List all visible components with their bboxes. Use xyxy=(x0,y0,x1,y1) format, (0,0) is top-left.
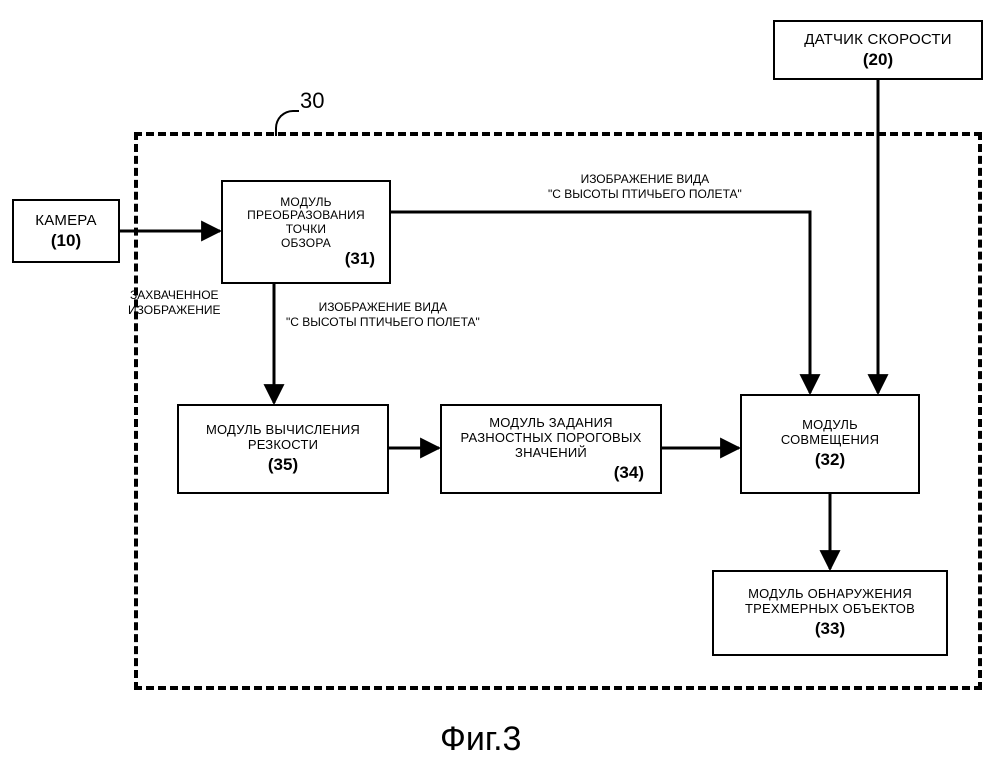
edge-label-captured-image: ЗАХВАЧЕННОЕИЗОБРАЖЕНИЕ xyxy=(128,288,221,318)
box-3d-object-detect: МОДУЛЬ ОБНАРУЖЕНИЯТРЕХМЕРНЫХ ОБЪЕКТОВ(33… xyxy=(712,570,948,656)
box-alignment-label: МОДУЛЬСОВМЕЩЕНИЯ xyxy=(781,418,879,448)
box-threshold-num: (34) xyxy=(614,463,644,483)
box-speed-label: ДАТЧИК СКОРОСТИ xyxy=(804,31,952,48)
diagram-canvas: 30 КАМЕРА (10) ДАТЧИК СКОРОСТИ (20) МОДУЛЬ… xyxy=(0,0,999,773)
container-ref-label: 30 xyxy=(300,88,324,114)
box-viewpoint-num: (31) xyxy=(345,249,375,269)
box-speed-sensor: ДАТЧИК СКОРОСТИ (20) xyxy=(773,20,983,80)
box-sharpness-calc: МОДУЛЬ ВЫЧИСЛЕНИЯРЕЗКОСТИ(35) xyxy=(177,404,389,494)
box-camera: КАМЕРА (10) xyxy=(12,199,120,263)
box-sharpness-label: МОДУЛЬ ВЫЧИСЛЕНИЯРЕЗКОСТИ xyxy=(206,423,360,453)
figure-caption: Фиг.3 xyxy=(440,720,521,759)
box-detect-label: МОДУЛЬ ОБНАРУЖЕНИЯТРЕХМЕРНЫХ ОБЪЕКТОВ xyxy=(745,587,915,617)
container-ref-leader xyxy=(275,110,299,136)
box-threshold-label: МОДУЛЬ ЗАДАНИЯРАЗНОСТНЫХ ПОРОГОВЫХЗНАЧЕН… xyxy=(461,416,642,461)
box-alignment: МОДУЛЬСОВМЕЩЕНИЯ(32) xyxy=(740,394,920,494)
edge-label-birdview-2: ИЗОБРАЖЕНИЕ ВИДА"С ВЫСОТЫ ПТИЧЬЕГО ПОЛЕТ… xyxy=(548,172,742,202)
edge-label-birdview-1: ИЗОБРАЖЕНИЕ ВИДА"С ВЫСОТЫ ПТИЧЬЕГО ПОЛЕТ… xyxy=(286,300,480,330)
box-diff-threshold: МОДУЛЬ ЗАДАНИЯРАЗНОСТНЫХ ПОРОГОВЫХЗНАЧЕН… xyxy=(440,404,662,494)
box-camera-num: (10) xyxy=(51,231,81,251)
box-speed-num: (20) xyxy=(863,50,893,70)
box-camera-label: КАМЕРА xyxy=(35,212,96,229)
box-detect-num: (33) xyxy=(815,619,845,639)
box-viewpoint-transform: МОДУЛЬПРЕОБРАЗОВАНИЯТОЧКИОБЗОРА(31) xyxy=(221,180,391,284)
box-sharpness-num: (35) xyxy=(268,455,298,475)
box-viewpoint-label: МОДУЛЬПРЕОБРАЗОВАНИЯТОЧКИОБЗОРА xyxy=(247,196,365,251)
box-alignment-num: (32) xyxy=(815,450,845,470)
